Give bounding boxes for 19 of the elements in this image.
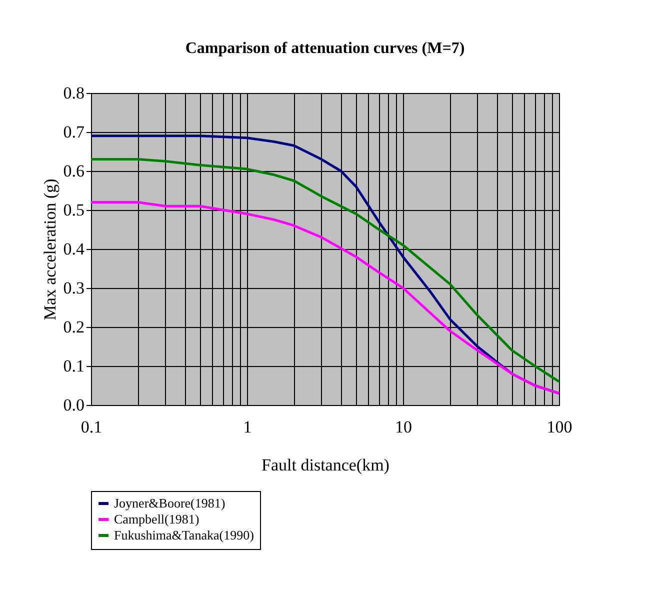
y-tick-label: 0.6 — [63, 162, 84, 180]
y-tick-label: 0.8 — [63, 84, 84, 102]
x-tick-label: 1 — [243, 418, 252, 436]
x-tick-label: 100 — [546, 418, 572, 436]
x-tick-label: 0.1 — [80, 418, 102, 436]
chart-title: Camparison of attenuation curves (M=7) — [185, 40, 465, 57]
y-tick-label: 0.2 — [63, 318, 84, 336]
y-tick-label: 0.4 — [63, 240, 85, 258]
legend-label: Campbell(1981) — [114, 512, 200, 526]
y-tick-label: 0.1 — [63, 356, 84, 376]
y-axis-title: Max acceleration (g) — [40, 178, 60, 320]
x-axis-title: Fault distance(km) — [262, 456, 390, 474]
x-tick-label: 10 — [395, 418, 412, 436]
y-tick-label: 0.5 — [63, 200, 84, 220]
legend-label: Joyner&Boore(1981) — [114, 496, 226, 510]
legend-label: Fukushima&Tanaka(1990) — [114, 528, 254, 542]
y-tick-label: 0.7 — [63, 122, 85, 142]
y-tick-label: 0.3 — [63, 278, 84, 298]
y-tick-label: 0.0 — [63, 396, 84, 414]
